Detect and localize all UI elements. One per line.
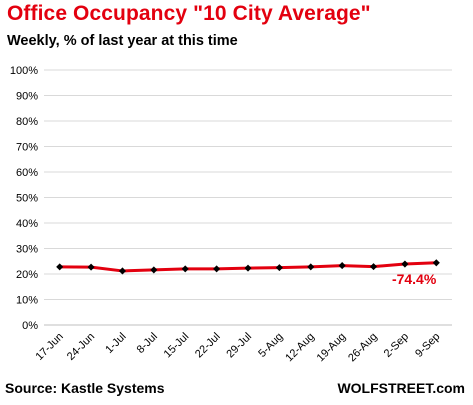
x-tick-label: 19-Aug [315,331,349,365]
y-tick-label: 50% [16,193,38,205]
y-tick-label: 100% [10,65,38,77]
x-tick-label: 29-Jul [224,331,254,361]
x-tick-label: 26-Aug [346,331,380,365]
y-tick-label: 80% [16,116,38,128]
y-tick-label: 60% [16,167,38,179]
data-point [432,259,440,267]
data-point [87,263,95,271]
y-tick-label: 20% [16,269,38,281]
y-tick-label: 70% [16,142,38,154]
x-tick-label: 15-Jul [162,331,192,361]
y-tick-label: 90% [16,91,38,103]
x-tick-label: 2-Sep [382,331,411,360]
x-tick-label: 1-Jul [103,331,128,356]
data-label: -74.4% [392,271,437,287]
chart-subtitle: Weekly, % of last year at this time [7,33,238,49]
x-tick-label: 12-Aug [283,331,317,365]
y-tick-label: 10% [16,295,38,307]
data-point [338,262,346,270]
chart-title: Office Occupancy "10 City Average" [7,2,371,25]
data-point [118,267,126,275]
data-point [244,264,252,272]
x-tick-label: 5-Aug [256,331,285,360]
data-point [181,265,189,273]
data-point [370,263,378,271]
x-tick-label: 17-Jun [34,331,66,363]
x-tick-label: 8-Jul [135,331,160,356]
y-tick-label: 30% [16,244,38,256]
data-point [150,266,158,274]
x-tick-label: 9-Sep [413,331,442,360]
data-point [275,264,283,272]
x-tick-label: 24-Jun [65,331,97,363]
source-note: Source: Kastle Systems [5,380,165,396]
data-point [213,265,221,273]
data-point [307,263,315,271]
y-tick-label: 0% [22,320,38,332]
data-point [56,263,64,271]
brand-footer: WOLFSTREET.com [337,380,465,396]
y-tick-label: 40% [16,218,38,230]
data-point [401,260,409,268]
x-tick-label: 22-Jul [193,331,223,361]
